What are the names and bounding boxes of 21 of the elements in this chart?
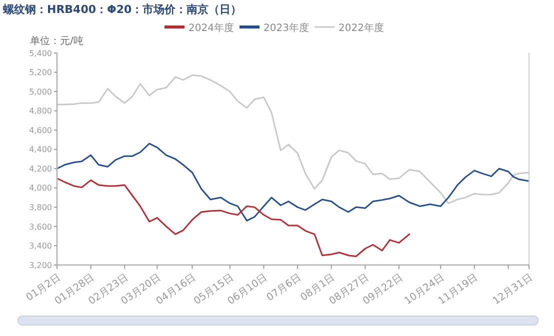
y-tick-label: 4,600 (29, 126, 52, 135)
y-tick-label: 3,400 (29, 242, 52, 251)
y-tick-label: 5,200 (29, 68, 52, 78)
line-series (56, 178, 410, 258)
chart-title: 螺纹钢：HRB400：Φ20：市场价：南京（日） (2, 3, 242, 16)
y-tick-label: 4,200 (29, 164, 52, 174)
legend-label: 2024年度 (188, 22, 234, 34)
y-tick-label: 4,400 (29, 145, 52, 154)
y-tick-label: 3,600 (29, 222, 52, 232)
line-series (56, 142, 530, 222)
legend-label: 2023年度 (264, 22, 309, 34)
x-tick-label: 12月31日 (491, 272, 535, 308)
y-tick-label: 5,000 (29, 87, 52, 96)
y-tick-label: 4,800 (29, 106, 52, 116)
y-tick-label: 3,800 (29, 202, 52, 212)
legend-label: 2022年度 (338, 22, 384, 34)
y-axis-title: 单位：元/吨 (30, 35, 84, 47)
y-tick-label: 4,000 (29, 184, 52, 193)
y-tick-label: 3,200 (29, 260, 52, 270)
y-tick-label: 5,400 (29, 48, 52, 58)
line-series (56, 74, 530, 204)
